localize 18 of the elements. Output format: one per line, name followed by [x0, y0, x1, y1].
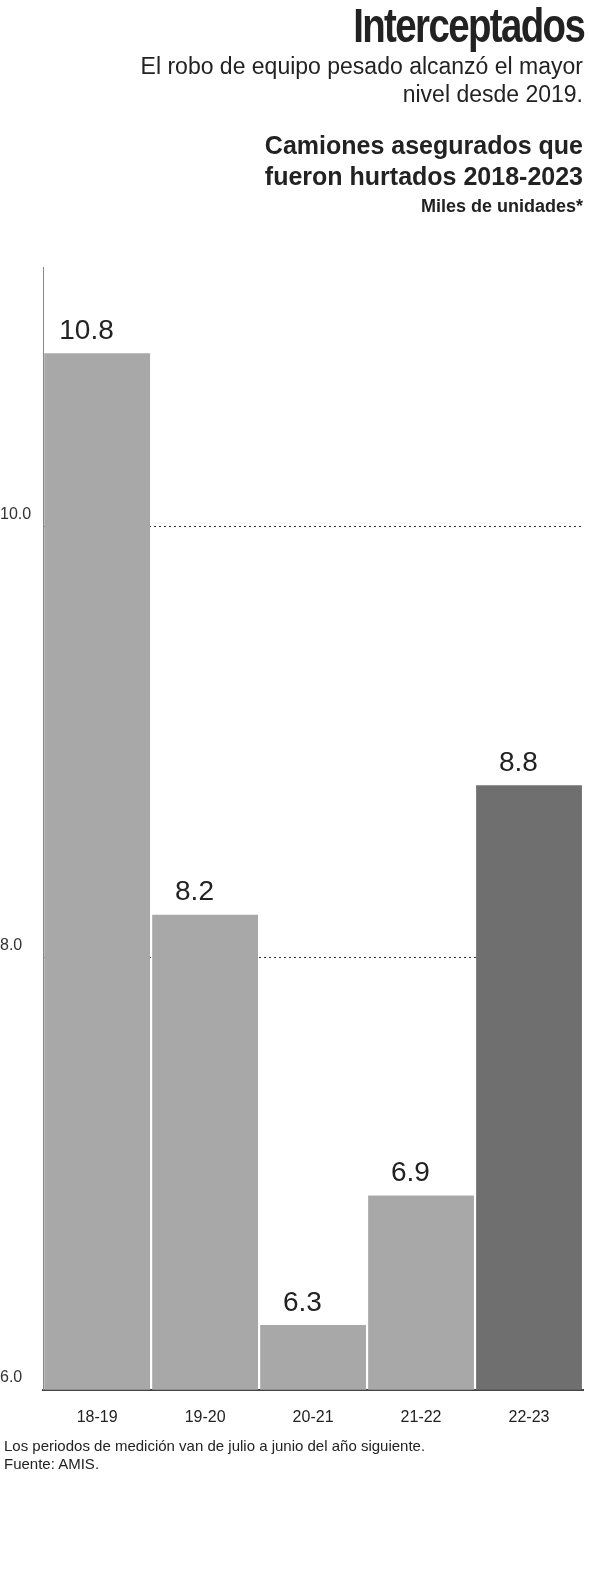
- data-label: 6.9: [390, 1156, 430, 1188]
- text: Camiones asegurados que fueron hurtados 2018-2023: [263, 130, 584, 192]
- chart-title: Interceptados: [352, 0, 586, 52]
- data-label: 10.8: [59, 314, 114, 346]
- y-tick-label: 6.0: [0, 1368, 23, 1386]
- text: Los periodos de medición van de julio a junio del año siguiente. Fuente: AMIS.: [3, 1437, 427, 1473]
- x-tick-label: 22-23: [508, 1407, 550, 1425]
- x-tick-label: 21-22: [400, 1407, 442, 1425]
- y-axis-title: Miles de unidades*: [419, 196, 584, 217]
- x-tick-label: 20-21: [292, 1407, 334, 1425]
- chart-subtitle: El robo de equipo pesado alcanzó el mayor nivel desde 2019.: [139, 52, 584, 108]
- y-tick-label: 10.0: [0, 504, 32, 522]
- y-tick-label: 8.0: [0, 936, 23, 954]
- data-label: 6.3: [283, 1285, 322, 1317]
- data-label: 8.8: [498, 745, 538, 777]
- x-tick-label: 19-20: [184, 1407, 226, 1425]
- data-label: 8.2: [175, 875, 214, 907]
- x-tick-label: 18-19: [76, 1407, 118, 1425]
